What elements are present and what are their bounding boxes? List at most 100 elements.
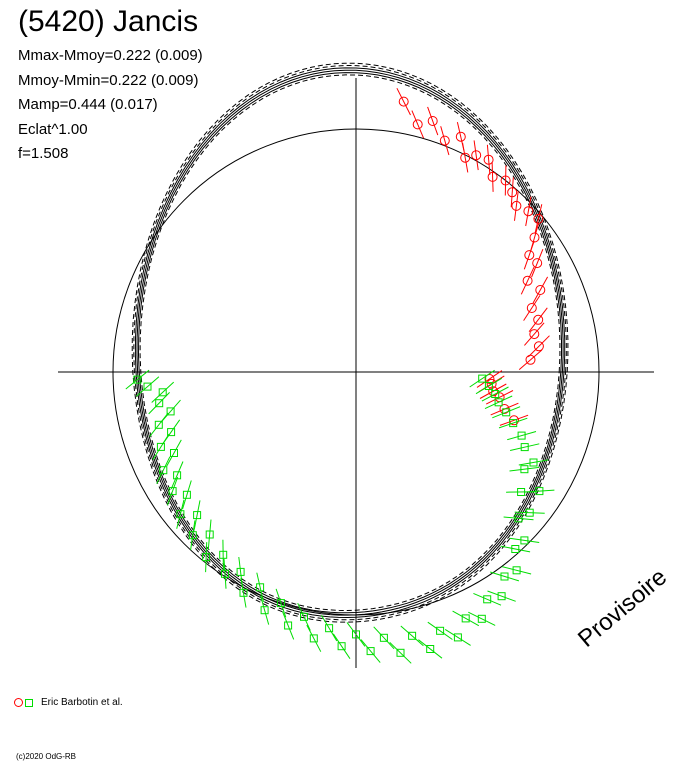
data-point-square (221, 569, 229, 578)
data-point-square (426, 645, 435, 653)
error-bar (240, 578, 247, 608)
data-point-square (167, 428, 176, 437)
lightcurve-model-2 (134, 67, 566, 619)
error-bar (531, 249, 544, 278)
data-point-square (494, 398, 503, 407)
lightcurve-model-0 (137, 72, 562, 614)
data-point-circle (483, 154, 494, 165)
lightcurve-model-3 (133, 64, 567, 621)
data-point-circle (511, 200, 522, 211)
data-point-square (514, 514, 523, 523)
data-point-square (176, 510, 185, 519)
error-bar (523, 295, 541, 321)
data-point-square (205, 530, 214, 539)
data-point-square (188, 531, 197, 540)
error-bar (520, 266, 535, 295)
error-bar (332, 633, 351, 659)
data-point-circle (439, 135, 450, 146)
error-bar (170, 461, 184, 490)
error-bar (182, 480, 192, 510)
error-bar (256, 572, 264, 603)
error-bar (503, 516, 534, 521)
error-bar (510, 177, 514, 208)
data-point-square (477, 614, 486, 623)
data-point-circle (486, 378, 497, 389)
error-bar (499, 414, 529, 426)
data-point-square (159, 466, 168, 475)
lightcurve-model-5 (139, 74, 561, 612)
data-point-square (166, 407, 175, 416)
data-point-circle (398, 96, 409, 107)
data-point-square (535, 487, 544, 496)
error-bar (518, 459, 549, 466)
data-point-circle (524, 250, 535, 261)
error-bar (320, 615, 338, 642)
error-bar (135, 376, 160, 397)
data-point-circle (487, 171, 498, 182)
error-bar (149, 412, 169, 437)
data-point-circle (484, 374, 495, 384)
error-bar (346, 622, 366, 647)
data-point-square (484, 382, 493, 390)
data-point-circle (460, 152, 471, 163)
error-bar (479, 383, 507, 399)
data-point-circle (471, 150, 482, 161)
error-bar (360, 639, 381, 663)
error-bar (527, 335, 550, 358)
error-bar (400, 625, 424, 647)
data-point-square (309, 634, 318, 643)
stat-mmoy-mmin: Mmoy-Mmin=0.222 (0.009) (18, 71, 199, 89)
error-bar (498, 417, 528, 429)
error-bar (190, 520, 196, 551)
error-bar (532, 276, 549, 304)
data-point-circle (535, 285, 546, 295)
data-point-circle (533, 341, 544, 352)
data-point-square (502, 408, 511, 417)
data-point-square (511, 545, 520, 553)
data-point-square (168, 487, 177, 496)
data-point-square (408, 631, 417, 640)
error-bar (411, 110, 425, 139)
error-bar (509, 466, 540, 472)
error-bar (260, 595, 270, 625)
data-point-square (170, 449, 178, 457)
data-point-square (517, 431, 526, 440)
data-point-circle (523, 206, 534, 217)
error-bar (518, 349, 543, 370)
error-bar (452, 610, 480, 627)
error-bar (125, 369, 150, 390)
error-bar (514, 511, 545, 514)
data-point-square (156, 442, 165, 451)
error-bar (166, 439, 182, 467)
error-bar (509, 443, 540, 451)
data-point-circle (455, 131, 466, 142)
error-bar (507, 431, 537, 441)
error-bar (373, 626, 395, 650)
error-bar (205, 542, 208, 573)
copyright: (c)2020 OdG-RB (16, 752, 77, 761)
data-point-square (133, 375, 142, 384)
data-point-square (193, 511, 202, 520)
data-point-circle (488, 386, 499, 397)
error-bar (514, 191, 519, 221)
data-point-square (256, 583, 265, 592)
error-bar (389, 642, 412, 664)
data-point-circle (533, 314, 544, 325)
legend-label: Eric Barbotin et al. (41, 697, 123, 708)
data-point-square (219, 550, 228, 559)
error-bar (534, 204, 543, 234)
data-point-square (525, 508, 534, 517)
legend-square-marker (25, 698, 33, 707)
error-bar (207, 519, 212, 550)
data-point-circle (412, 119, 423, 130)
data-point-square (379, 633, 388, 642)
data-point-square (512, 566, 521, 575)
data-point-circle (500, 175, 511, 186)
data-point-square (182, 490, 191, 499)
data-point-square (436, 626, 445, 635)
data-point-circle (526, 303, 537, 313)
data-point-square (260, 606, 269, 615)
data-point-square (239, 588, 248, 597)
stat-f: f=1.508 (18, 145, 69, 162)
